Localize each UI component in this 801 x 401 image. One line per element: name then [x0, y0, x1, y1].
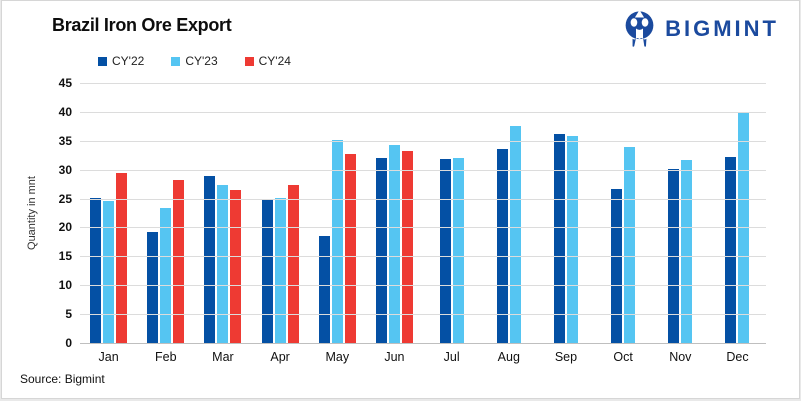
y-tick-label: 30 — [58, 162, 72, 177]
bar-cy22-jul — [439, 158, 451, 343]
legend-item-cy23: CY'23 — [171, 54, 218, 68]
x-tick-label: Dec — [726, 350, 749, 364]
y-tick-label: 5 — [65, 307, 72, 322]
plot-area — [80, 83, 766, 344]
bar-cy22-apr — [261, 199, 273, 343]
gridline — [80, 285, 766, 287]
x-axis-labels: Jan Feb Mar Apr May Jun Jul Aug Sep Oct Nov Dec — [80, 350, 766, 364]
x-tick-label: Jun — [384, 350, 405, 364]
x-tick-label: May — [325, 350, 350, 364]
bar-group-jul — [423, 83, 480, 343]
y-tick-label: 35 — [58, 133, 72, 148]
gridline — [80, 256, 766, 258]
bar-cy24-may — [344, 153, 356, 343]
y-tick-label: 40 — [58, 104, 72, 119]
bar-cy22-oct — [611, 188, 623, 343]
bar-cy23-apr — [274, 197, 286, 343]
bar-cy23-oct — [624, 147, 636, 343]
bar-group-feb — [137, 83, 194, 343]
bar-cy23-feb — [160, 207, 172, 343]
bar-cy22-dec — [725, 156, 737, 343]
chart-legend: CY'22 CY'23 CY'24 — [98, 54, 291, 68]
bar-group-jan — [80, 83, 137, 343]
y-tick-label: 0 — [65, 336, 72, 350]
gridline — [80, 83, 766, 84]
bar-cy24-mar — [230, 189, 242, 343]
legend-swatch-icon — [98, 56, 107, 66]
bar-cy23-sep — [566, 136, 578, 343]
bar-group-oct — [595, 83, 652, 343]
y-tick-label: 20 — [58, 220, 72, 235]
legend-label: CY'23 — [185, 54, 218, 68]
x-tick-label: Sep — [554, 350, 578, 364]
bar-group-jun — [366, 83, 423, 343]
legend-swatch-icon — [244, 56, 254, 66]
legend-item-cy24: CY'24 — [244, 54, 291, 68]
gridline — [80, 140, 766, 142]
x-tick-label: Aug — [497, 350, 520, 364]
x-tick-label: Apr — [270, 350, 290, 364]
bar-cy23-jan — [103, 200, 115, 343]
x-tick-label: Nov — [669, 350, 692, 364]
gridline — [80, 198, 766, 200]
bar-cy22-jan — [90, 197, 102, 343]
bar-group-nov — [652, 83, 709, 343]
bar-cy24-jan — [116, 173, 128, 343]
bar-group-apr — [252, 83, 309, 343]
bar-cy22-aug — [496, 149, 508, 343]
legend-label: CY'24 — [258, 54, 291, 68]
source-note: Source: Bigmint — [20, 372, 105, 386]
y-tick-label: 10 — [58, 278, 72, 293]
bar-group-dec — [709, 83, 766, 343]
bar-cy22-feb — [147, 231, 159, 343]
gridline — [80, 169, 766, 171]
bar-cy24-apr — [287, 185, 299, 343]
bars-layer — [80, 83, 766, 343]
bar-cy22-sep — [553, 133, 565, 343]
bar-cy23-nov — [681, 160, 693, 343]
bar-group-may — [309, 83, 366, 343]
brand-logo: BIGMINT — [621, 9, 779, 49]
bar-cy22-nov — [668, 169, 680, 343]
bar-group-mar — [194, 83, 251, 343]
x-tick-label: Feb — [154, 350, 177, 364]
x-tick-label: Jan — [98, 350, 119, 364]
y-tick-label: 25 — [58, 191, 72, 206]
x-tick-label: Oct — [613, 350, 633, 364]
x-tick-label: Mar — [212, 350, 234, 364]
bigmint-owl-icon — [621, 9, 658, 49]
gridline — [80, 227, 766, 229]
bar-cy22-mar — [204, 176, 216, 343]
bar-cy23-jun — [388, 144, 400, 343]
bar-cy24-jun — [401, 151, 413, 343]
bar-cy23-jul — [452, 157, 464, 343]
x-tick-label: Jul — [443, 350, 460, 364]
gridline — [80, 314, 766, 316]
bar-group-sep — [537, 83, 594, 343]
y-tick-label: 45 — [58, 76, 72, 90]
bar-cy22-jun — [375, 157, 387, 343]
bar-cy24-feb — [173, 179, 185, 343]
bar-cy22-may — [318, 236, 330, 343]
legend-swatch-icon — [171, 56, 181, 66]
bar-cy23-mar — [217, 185, 229, 343]
brand-name: BIGMINT — [665, 16, 779, 41]
y-tick-label: 15 — [58, 249, 72, 264]
bar-cy23-may — [331, 140, 343, 343]
legend-label: CY'22 — [112, 54, 145, 68]
bar-cy23-aug — [509, 126, 521, 343]
legend-item-cy22: CY'22 — [98, 54, 144, 68]
gridline — [80, 111, 766, 113]
x-axis-line — [80, 343, 766, 344]
y-axis-title: Quantity in mnt — [26, 176, 38, 250]
bar-group-aug — [480, 83, 537, 343]
chart-title: Brazil Iron Ore Export — [52, 15, 232, 35]
